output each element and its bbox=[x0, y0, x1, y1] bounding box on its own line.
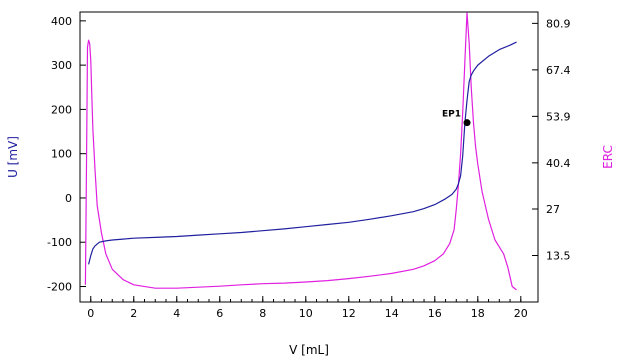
x-tick-label: 20 bbox=[514, 307, 528, 320]
y-left-tick-label: 0 bbox=[65, 192, 72, 205]
y-right-axis-title: ERC bbox=[601, 145, 615, 169]
y-left-tick-label: 200 bbox=[51, 103, 72, 116]
plot-area bbox=[79, 11, 539, 303]
x-tick-label: 12 bbox=[342, 307, 356, 320]
annotation-layer: EP1 bbox=[442, 110, 471, 127]
series-line-u-mv bbox=[88, 41, 517, 265]
y-left-tick-label: -100 bbox=[47, 236, 72, 249]
endpoint-marker bbox=[463, 119, 471, 127]
x-major-ticks: 0 2 4 6 8 10 12 14 16 18 20 bbox=[87, 296, 528, 320]
x-tick-label: 8 bbox=[259, 307, 266, 320]
x-tick-label: 4 bbox=[173, 307, 180, 320]
x-tick-label: 10 bbox=[299, 307, 313, 320]
y-right-ticks: 80.9 67.4 53.9 40.4 27 13.5 bbox=[532, 17, 571, 263]
y-right-tick-label: 67.4 bbox=[546, 64, 571, 77]
y-left-tick-label: -200 bbox=[47, 281, 72, 294]
x-axis-title: V [mL] bbox=[289, 343, 329, 357]
y-right-tick-label: 53.9 bbox=[546, 110, 571, 123]
y-left-tick-label: 400 bbox=[51, 15, 72, 28]
x-tick-label: 14 bbox=[385, 307, 399, 320]
x-tick-label: 0 bbox=[87, 307, 94, 320]
y-right-tick-label: 40.4 bbox=[546, 157, 571, 170]
series-line-erc bbox=[84, 12, 517, 291]
x-tick-label: 18 bbox=[471, 307, 485, 320]
y-left-ticks: 400 300 200 100 0 -100 -200 bbox=[47, 15, 86, 294]
y-right-tick-label: 80.9 bbox=[546, 17, 571, 30]
y-left-tick-label: 100 bbox=[51, 148, 72, 161]
y-left-axis-title: U [mV] bbox=[6, 136, 20, 178]
x-tick-label: 2 bbox=[130, 307, 137, 320]
series-layer bbox=[84, 12, 517, 291]
x-tick-label: 6 bbox=[216, 307, 223, 320]
y-right-tick-label: 13.5 bbox=[546, 250, 571, 263]
y-right-tick-label: 27 bbox=[546, 203, 560, 216]
endpoint-label: EP1 bbox=[442, 110, 461, 120]
y-left-tick-label: 300 bbox=[51, 59, 72, 72]
x-tick-label: 16 bbox=[428, 307, 442, 320]
